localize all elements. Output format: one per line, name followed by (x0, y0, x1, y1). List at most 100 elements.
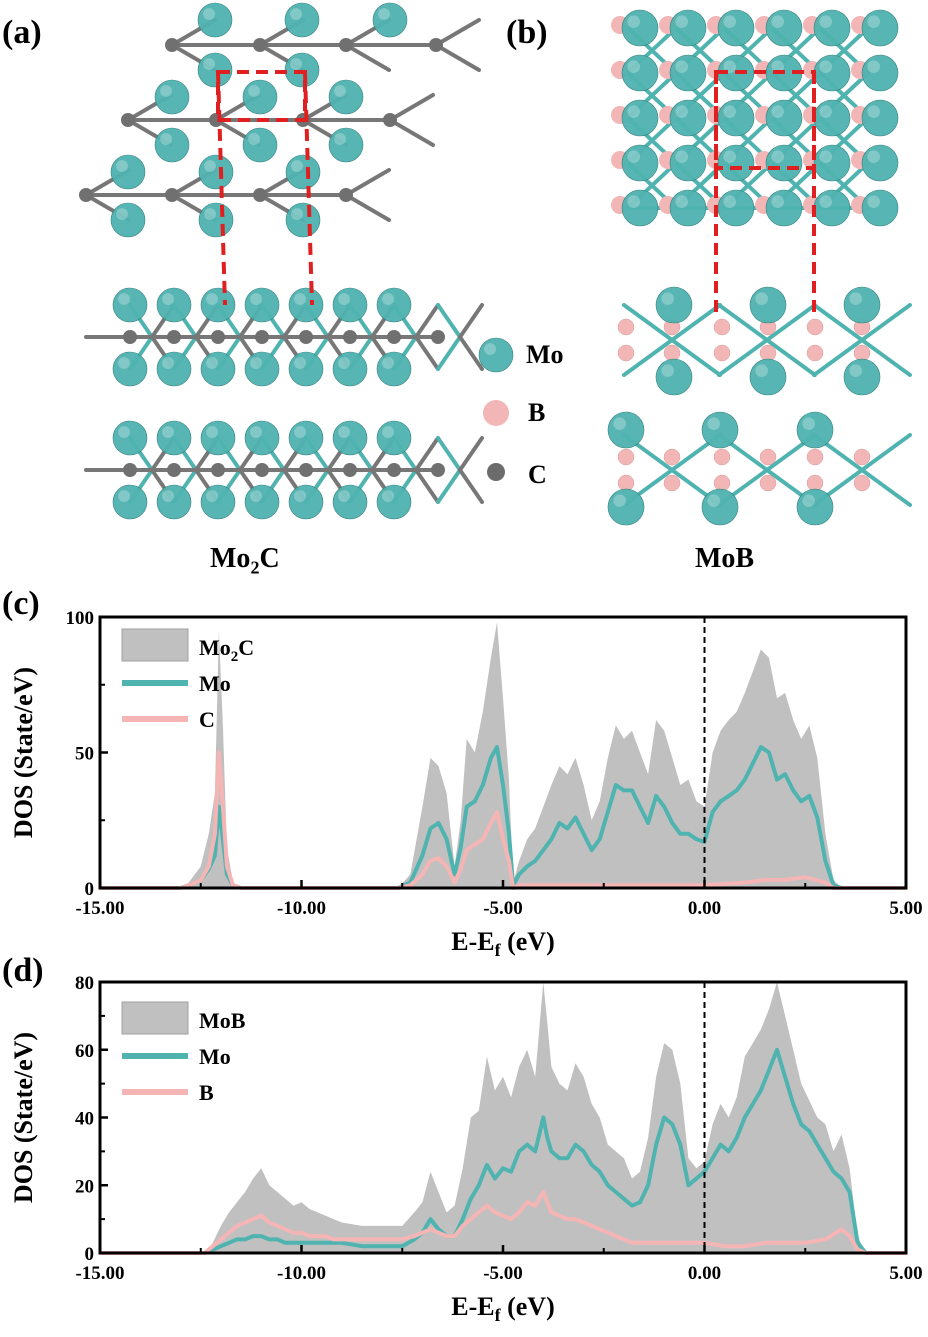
x-tick-label: -5.00 (483, 1263, 523, 1284)
b-atom (713, 318, 731, 336)
mo-atom-highlight (382, 490, 394, 502)
mo-atom-highlight (294, 426, 306, 438)
c-atom (211, 330, 225, 344)
dos-series-b-line (100, 1190, 906, 1255)
mo-atom (200, 484, 236, 520)
mo-atom (244, 351, 280, 387)
unit-cell-outlines (216, 70, 816, 318)
mo-atom-highlight (661, 292, 674, 306)
mo-atom-highlight (334, 85, 346, 98)
mo-atom-highlight (382, 426, 394, 438)
mo-atom (328, 79, 364, 115)
mo-atom (813, 189, 851, 227)
c-atom (123, 330, 137, 344)
mob-side-bond (860, 303, 912, 342)
mo-atom-highlight (118, 490, 130, 502)
mo-atom (607, 411, 645, 449)
mo-atom-highlight (771, 150, 784, 163)
mo-atom (796, 411, 834, 449)
mo-atom-highlight (250, 490, 262, 502)
mo-atom (813, 54, 851, 92)
mo2c-title-tail: C (259, 543, 280, 574)
b-atom (759, 474, 777, 492)
mo-atom-highlight (819, 195, 832, 208)
mo2c-side-bond (414, 303, 440, 339)
c-atom (339, 188, 353, 202)
mo-atom (197, 2, 233, 38)
c-atom (429, 38, 443, 52)
mo-atom (200, 420, 236, 456)
mo-atom-highlight (675, 15, 688, 28)
mo-atom (376, 420, 412, 456)
mo-atom-highlight (707, 417, 720, 431)
mob-side-bond (812, 303, 864, 342)
mo2c-side-bond (414, 436, 440, 472)
mo-atom-highlight (802, 417, 815, 431)
mo-atom-highlight (250, 426, 262, 438)
mo-atom (765, 9, 803, 47)
x-axis-title-sub: f (495, 940, 502, 960)
mo-atom-highlight (802, 494, 815, 508)
x-tick-label: -15.00 (75, 1263, 124, 1284)
mo2c-bond (434, 43, 481, 72)
c-atom (165, 188, 179, 202)
mo-atom-highlight (206, 357, 218, 369)
mo-atom (861, 99, 899, 137)
x-axis-title-main: E-E (451, 927, 494, 956)
mo-atom-highlight (378, 8, 390, 20)
b-atom (759, 344, 777, 362)
atom-legend-mo-label: Mo (526, 340, 564, 369)
y-tick-label: 50 (75, 744, 94, 765)
mo-atom (655, 358, 693, 396)
mo-atom-highlight (675, 150, 688, 163)
mo-atom-highlight (771, 195, 784, 208)
mo-atom-highlight (867, 15, 880, 28)
mo-atom-highlight (248, 85, 260, 98)
mob-structure-views (607, 9, 912, 526)
mo2c-side-bond (458, 335, 484, 371)
mo-atom-highlight (206, 426, 218, 438)
panel-label-a: (a) (2, 14, 42, 51)
mo-atom (156, 420, 192, 456)
mo-atom-highlight (723, 195, 736, 208)
mo-atom (813, 144, 851, 182)
mo-atom-highlight (755, 364, 768, 378)
atom-legend-mo-icon-highlight (484, 343, 496, 355)
mo-atom (244, 287, 280, 323)
mo-atom-highlight (723, 150, 736, 163)
mob-side-bond (717, 303, 769, 342)
mo2c-title-sub: 2 (250, 557, 260, 578)
c-atom (299, 463, 313, 477)
mo-atom (244, 484, 280, 520)
mo-atom (288, 420, 324, 456)
y-tick-label: 0 (85, 1244, 95, 1265)
mo-atom-highlight (661, 364, 674, 378)
mob-side-bond (765, 303, 817, 342)
mo-atom-highlight (675, 195, 688, 208)
b-atom (663, 344, 681, 362)
x-axis-title-sub: f (495, 1305, 502, 1325)
b-atom (713, 448, 731, 466)
mo-atom-highlight (291, 160, 303, 172)
c-atom (253, 38, 267, 52)
mo-atom-highlight (294, 490, 306, 502)
x-tick-label: -10.00 (277, 898, 326, 919)
atom-legend (478, 337, 514, 481)
mob-side-bond (717, 338, 769, 377)
mo-atom (669, 144, 707, 182)
mo2c-bond (388, 118, 435, 147)
mo-atom (112, 287, 148, 323)
c-atom (431, 330, 445, 344)
c-atom (121, 113, 135, 127)
mo-atom (861, 144, 899, 182)
mob-unit-cell (714, 70, 816, 170)
mo-atom-highlight (294, 293, 306, 305)
mo-atom-highlight (771, 105, 784, 118)
mo-atom (669, 9, 707, 47)
x-tick-label: 0.00 (688, 898, 721, 919)
mo-atom-highlight (118, 293, 130, 305)
legend-label-c: C (199, 707, 215, 732)
mo2c-cell-edge (303, 71, 314, 306)
mo-atom-highlight (613, 494, 626, 508)
mo-atom (200, 351, 236, 387)
